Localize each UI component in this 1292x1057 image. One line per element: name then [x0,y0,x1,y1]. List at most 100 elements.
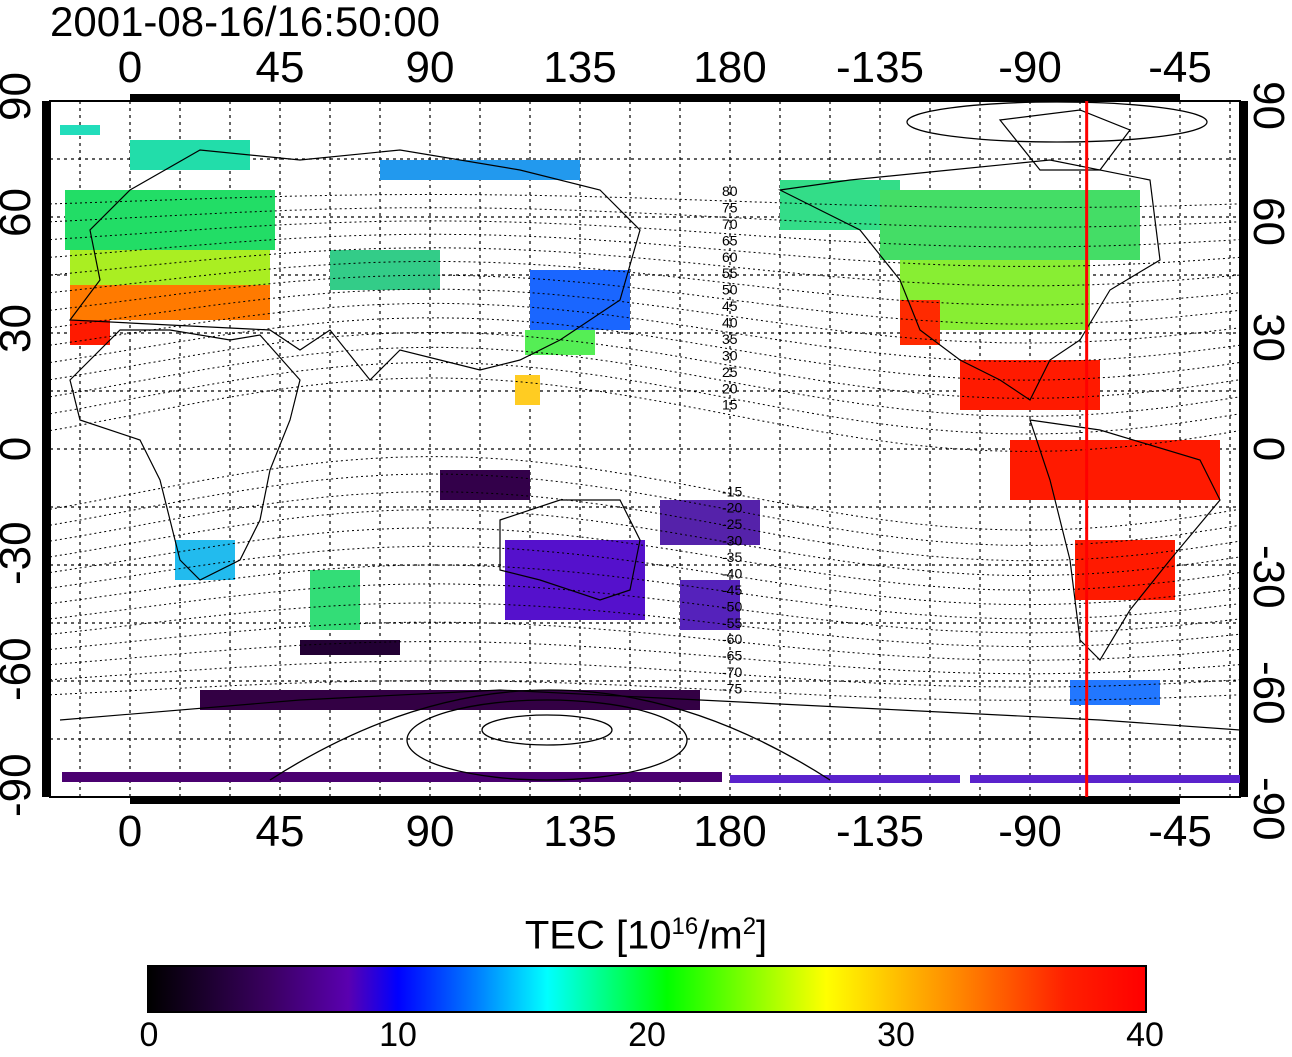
contour-label: 75 [722,200,738,216]
tec-patch-japan-south [525,330,595,355]
colorbar-title-unit-exponent: 2 [742,913,757,940]
top-lon-tick: 180 [693,43,767,92]
right-lat-tick: 90 [1244,81,1292,130]
bottom-lon-tick: 90 [405,807,455,856]
magnetic-contour [50,509,1240,576]
magnetic-contour [50,317,1240,381]
contour-label: -35 [722,549,742,565]
left-lat-tick: 0 [0,429,40,469]
top-lon-tick: 0 [117,43,143,92]
contour-label: -15 [722,483,742,499]
contour-label: 15 [722,397,738,413]
colorbar-tick-label: 40 [1126,1016,1164,1054]
colorbar-title-close: ] [756,913,768,958]
top-lon-tick: -135 [835,43,925,92]
bottom-lon-tick: -45 [1148,807,1212,856]
bottom-lon-tick: 0 [117,807,143,856]
magnetic-contour [50,260,1240,306]
top-lon-tick: 135 [543,43,617,92]
tec-patch-nz [680,580,740,630]
right-lat-tick: 0 [1244,436,1292,462]
magnetic-contour [50,641,1240,675]
tec-patch-australia [505,540,645,620]
tec-patch-antarctic-coast [200,690,700,710]
magnetic-contour [50,288,1240,344]
right-lat-tick: -60 [1244,661,1292,725]
magnetic-contour [50,564,1240,620]
contour-label: 50 [722,282,738,298]
tec-patch-mexico [960,360,1100,410]
left-lat-tick: 30 [0,304,40,353]
left-lat-tick: 60 [0,188,40,237]
tec-patch-antarctic-3 [970,775,1240,783]
coastline-eurasia [68,149,641,381]
tec-patch-brazil [1010,440,1220,500]
colorbar-title-exponent: 16 [671,913,699,940]
magnetic-latitude-contours [50,194,1240,701]
magnetic-contour [50,377,1240,452]
contour-label: 30 [722,347,738,363]
south-magnetic-arc [269,689,831,781]
colorbar-tick-label: 30 [877,1016,915,1054]
contour-label: -40 [722,565,742,581]
right-lat-tick: 30 [1244,313,1292,362]
contour-label: -65 [722,648,742,664]
magnetic-contour [50,583,1240,634]
magnetic-contour [50,233,1240,267]
contour-label: 65 [722,232,738,248]
magnetic-contour [50,527,1240,591]
tec-patch-europe [65,190,275,250]
contour-label: -45 [722,582,742,598]
coastline-north-america [778,159,1161,401]
contour-label: -20 [722,500,742,516]
bottom-lon-tick: 135 [543,807,617,856]
left-lat-tick: 90 [0,72,40,121]
top-lon-tick: 45 [255,43,305,92]
tec-patch-europe-south [70,250,270,290]
colorbar-title-text: TEC [10 [524,913,672,958]
bottom-lon-tick: 45 [255,807,305,856]
top-axis-bar [130,94,1180,102]
tec-patch-canada [880,190,1140,260]
magnetic-contour [50,302,1240,363]
tec-patch-scandinavia [60,125,100,135]
tec-colorbar [147,965,1147,1013]
magnetic-contour [50,660,1240,688]
coastline-antarctica [59,689,1240,731]
tec-patch-antarctic-1 [62,772,722,782]
left-axis-bar [42,101,50,797]
right-lat-tick: -90 [1244,777,1292,841]
south-magnetic-pole-contour-inner [481,714,613,746]
timestamp: 2001-08-16/16:50:00 [50,0,440,45]
right-lat-tick: -30 [1244,545,1292,609]
contour-label: -70 [722,664,742,680]
magnetic-contour [50,247,1240,287]
bottom-lon-tick: 180 [693,807,767,856]
north-magnetic-pole-contour [906,101,1208,143]
coastline-south-america [1029,419,1221,661]
magnetic-contour [50,491,1240,562]
magnetic-contour [50,545,1240,606]
contour-label: 40 [722,315,738,331]
magnetic-contour [50,621,1240,661]
tec-patch-asia [330,250,440,290]
top-lon-tick: -90 [998,43,1062,92]
top-lon-tick: 90 [405,43,455,92]
coastlines [59,109,1240,731]
bottom-lon-tick: -90 [998,807,1062,856]
contour-label: -60 [722,631,742,647]
coastline-africa [69,329,301,581]
colorbar-title: TEC [1016/m2] [0,905,1292,957]
magnetic-contour [50,207,1240,228]
contour-label: -25 [722,516,742,532]
coastline-greenland [998,109,1131,171]
magnetic-contour [50,362,1240,435]
contour-label: 25 [722,364,738,380]
contour-label: -50 [722,598,742,614]
contour-label: 60 [722,249,738,265]
tec-patch-patagonia [1070,680,1160,705]
tec-patch-russia [130,140,250,170]
tec-patch-indonesia [440,470,530,500]
magnetic-contour [50,346,1240,417]
